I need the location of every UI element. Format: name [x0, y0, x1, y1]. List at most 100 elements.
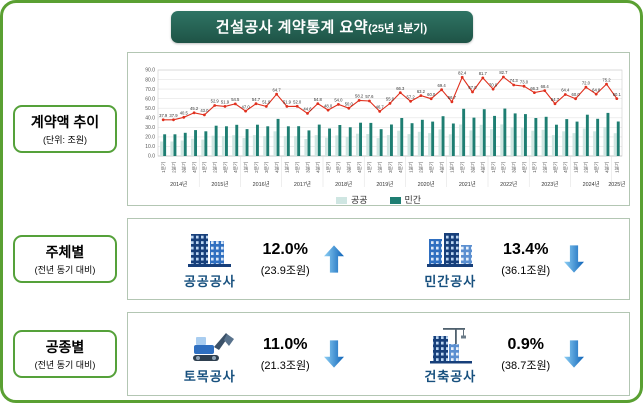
svg-text:46.7: 46.7 [376, 105, 385, 110]
svg-text:4분기: 4분기 [397, 162, 404, 173]
svg-text:48.0: 48.0 [324, 103, 333, 108]
page-title-text: 건설공사 계약통계 요약 [215, 19, 369, 36]
svg-text:2023년: 2023년 [541, 180, 558, 188]
up-arrow-icon [323, 244, 344, 274]
trend-label-box: 계약액 추이 (단위: 조원) [13, 105, 117, 153]
svg-text:4분기: 4분기 [356, 162, 363, 173]
worktype-label-box: 공종별 (전년 동기 대비) [13, 330, 117, 378]
down-arrow-icon [564, 339, 585, 369]
svg-text:4분기: 4분기 [480, 162, 487, 173]
svg-text:70.0: 70.0 [489, 82, 498, 87]
svg-text:4분기: 4분기 [562, 162, 569, 173]
page-title-sub: (25년 1분기) [368, 23, 428, 35]
trend-sublabel: (단위: 조원) [42, 135, 88, 145]
stat-category-label: 토목공사 [183, 368, 236, 384]
svg-text:50.0: 50.0 [145, 106, 155, 112]
svg-text:51.9: 51.9 [262, 100, 271, 105]
worktype-sublabel: (전년 동기 대비) [34, 360, 96, 370]
svg-text:60.0: 60.0 [572, 92, 581, 97]
svg-text:30.0: 30.0 [145, 125, 155, 131]
svg-text:0.0: 0.0 [148, 154, 155, 160]
stat-category-label: 공공공사 [183, 273, 236, 289]
svg-text:1분기: 1분기 [614, 162, 621, 173]
public-buildings-icon [183, 229, 237, 269]
svg-text:75.2: 75.2 [602, 77, 611, 82]
svg-text:43.0: 43.0 [200, 108, 209, 113]
subject-label: 주체별 [45, 244, 85, 260]
svg-text:57.2: 57.2 [407, 95, 416, 100]
svg-text:4분기: 4분기 [438, 162, 445, 173]
stat-building-works: 건축공사 0.9% (38.7조원) [413, 324, 585, 385]
svg-text:2018년: 2018년 [335, 180, 352, 188]
svg-text:2분기: 2분기 [377, 162, 384, 173]
svg-text:2분기: 2분기 [542, 162, 549, 173]
svg-text:2분기: 2분기 [335, 162, 342, 173]
svg-text:67.0: 67.0 [468, 85, 477, 90]
svg-text:2016년: 2016년 [253, 180, 270, 188]
svg-text:3분기: 3분기 [181, 162, 188, 173]
svg-text:2015년: 2015년 [211, 180, 228, 188]
svg-text:1분기: 1분기 [242, 162, 249, 173]
svg-text:60.0: 60.0 [145, 96, 155, 102]
svg-text:1분기: 1분기 [531, 162, 538, 173]
svg-text:2분기: 2분기 [170, 162, 177, 173]
stat-category-label: 건축공사 [424, 368, 477, 384]
svg-text:2024년: 2024년 [583, 180, 600, 188]
svg-text:90.0: 90.0 [145, 68, 155, 74]
legend-swatch-private-icon [389, 197, 401, 205]
svg-text:55.0: 55.0 [386, 97, 395, 102]
excavator-icon [183, 324, 237, 364]
svg-text:57.6: 57.6 [365, 94, 374, 99]
svg-text:2019년: 2019년 [376, 180, 393, 188]
svg-text:52.9: 52.9 [211, 99, 220, 104]
svg-text:3분기: 3분기 [387, 162, 394, 173]
svg-text:56.7: 56.7 [448, 95, 457, 100]
stat-amount: (21.3조원) [260, 359, 310, 372]
svg-text:54.7: 54.7 [252, 97, 261, 102]
stat-public-construction: 공공공사 12.0% (23.9조원) [173, 229, 344, 290]
section-subject: 주체별 (전년 동기 대비) 공공공사 12.0% [13, 218, 630, 300]
svg-text:54.5: 54.5 [231, 97, 240, 102]
stat-percent: 0.9% [507, 335, 544, 353]
svg-text:54.7: 54.7 [551, 97, 560, 102]
svg-text:66.3: 66.3 [396, 86, 405, 91]
svg-text:3분기: 3분기 [346, 162, 353, 173]
stat-private-construction: 민간공사 13.4% (36.1조원) [413, 229, 585, 290]
svg-text:3분기: 3분기 [469, 162, 476, 173]
svg-text:3분기: 3분기 [222, 162, 229, 173]
legend-label-public: 공공 [350, 195, 368, 205]
svg-text:64.8: 64.8 [592, 87, 601, 92]
svg-text:47.0: 47.0 [242, 104, 251, 109]
svg-text:40.0: 40.0 [145, 115, 155, 121]
legend-item-private: 민간 [389, 193, 421, 206]
svg-text:2017년: 2017년 [294, 180, 311, 188]
section-worktype: 공종별 (전년 동기 대비) 토목공사 [13, 312, 630, 396]
stat-percent: 11.0% [263, 335, 308, 353]
svg-text:2분기: 2분기 [294, 162, 301, 173]
svg-text:3분기: 3분기 [428, 162, 435, 173]
trend-label: 계약액 추이 [30, 114, 100, 130]
section-trend: 계약액 추이 (단위: 조원) 0.0 10.0 20.0 30.0 40.0 50.0 6… [13, 52, 630, 206]
svg-text:2014년: 2014년 [170, 180, 187, 188]
stat-civil-works: 토목공사 11.0% (21.3조원) [173, 324, 344, 385]
svg-text:45.2: 45.2 [190, 106, 199, 111]
svg-text:2025년: 2025년 [608, 180, 625, 188]
svg-text:81.7: 81.7 [479, 71, 488, 76]
svg-text:20.0: 20.0 [145, 135, 155, 141]
svg-text:1분기: 1분기 [201, 162, 208, 173]
private-buildings-icon [423, 229, 477, 269]
stat-amount: (23.9조원) [260, 264, 310, 277]
svg-text:51.9: 51.9 [283, 100, 292, 105]
svg-text:74.3: 74.3 [510, 78, 519, 83]
svg-text:64.7: 64.7 [273, 87, 282, 92]
svg-text:60.1: 60.1 [613, 92, 622, 97]
svg-text:50.0: 50.0 [345, 101, 354, 106]
svg-text:2분기: 2분기 [418, 162, 425, 173]
svg-text:64.4: 64.4 [561, 88, 570, 93]
chart-legend: 공공 민간 [132, 193, 625, 206]
subject-label-box: 주체별 (전년 동기 대비) [13, 235, 117, 283]
down-arrow-icon [323, 339, 344, 369]
svg-text:1분기: 1분기 [160, 162, 167, 173]
svg-text:2020년: 2020년 [418, 180, 435, 188]
